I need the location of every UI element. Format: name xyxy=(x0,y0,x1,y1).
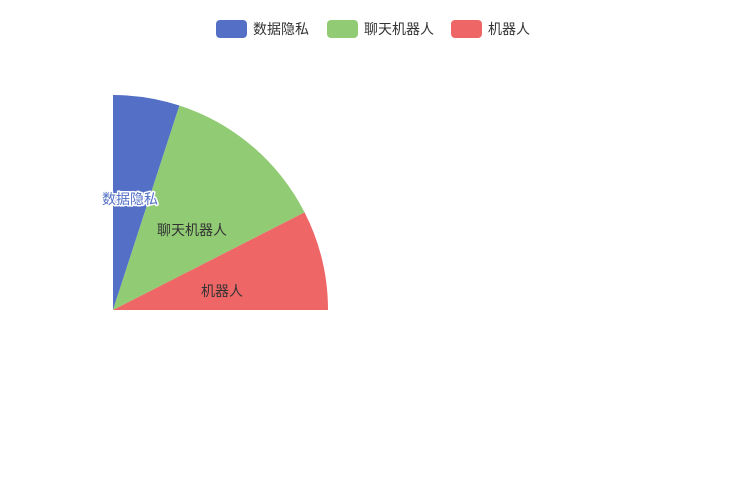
legend-label[interactable]: 聊天机器人 xyxy=(364,22,434,38)
slice-label: 数据隐私 xyxy=(102,192,158,208)
pie-slice[interactable] xyxy=(113,95,180,310)
pie-slice[interactable] xyxy=(113,212,328,310)
slice-label: 聊天机器人 xyxy=(157,223,227,239)
pie-slice[interactable] xyxy=(113,105,305,311)
slice-label: 机器人 xyxy=(201,284,243,300)
pie-slices xyxy=(113,95,328,311)
legend: 数据隐私 聊天机器人 机器人 xyxy=(216,20,530,38)
legend-label[interactable]: 机器人 xyxy=(488,22,530,38)
legend-swatch[interactable] xyxy=(216,20,247,38)
legend-swatch[interactable] xyxy=(327,20,358,38)
legend-label[interactable]: 数据隐私 xyxy=(253,22,309,38)
legend-swatch[interactable] xyxy=(451,20,482,38)
